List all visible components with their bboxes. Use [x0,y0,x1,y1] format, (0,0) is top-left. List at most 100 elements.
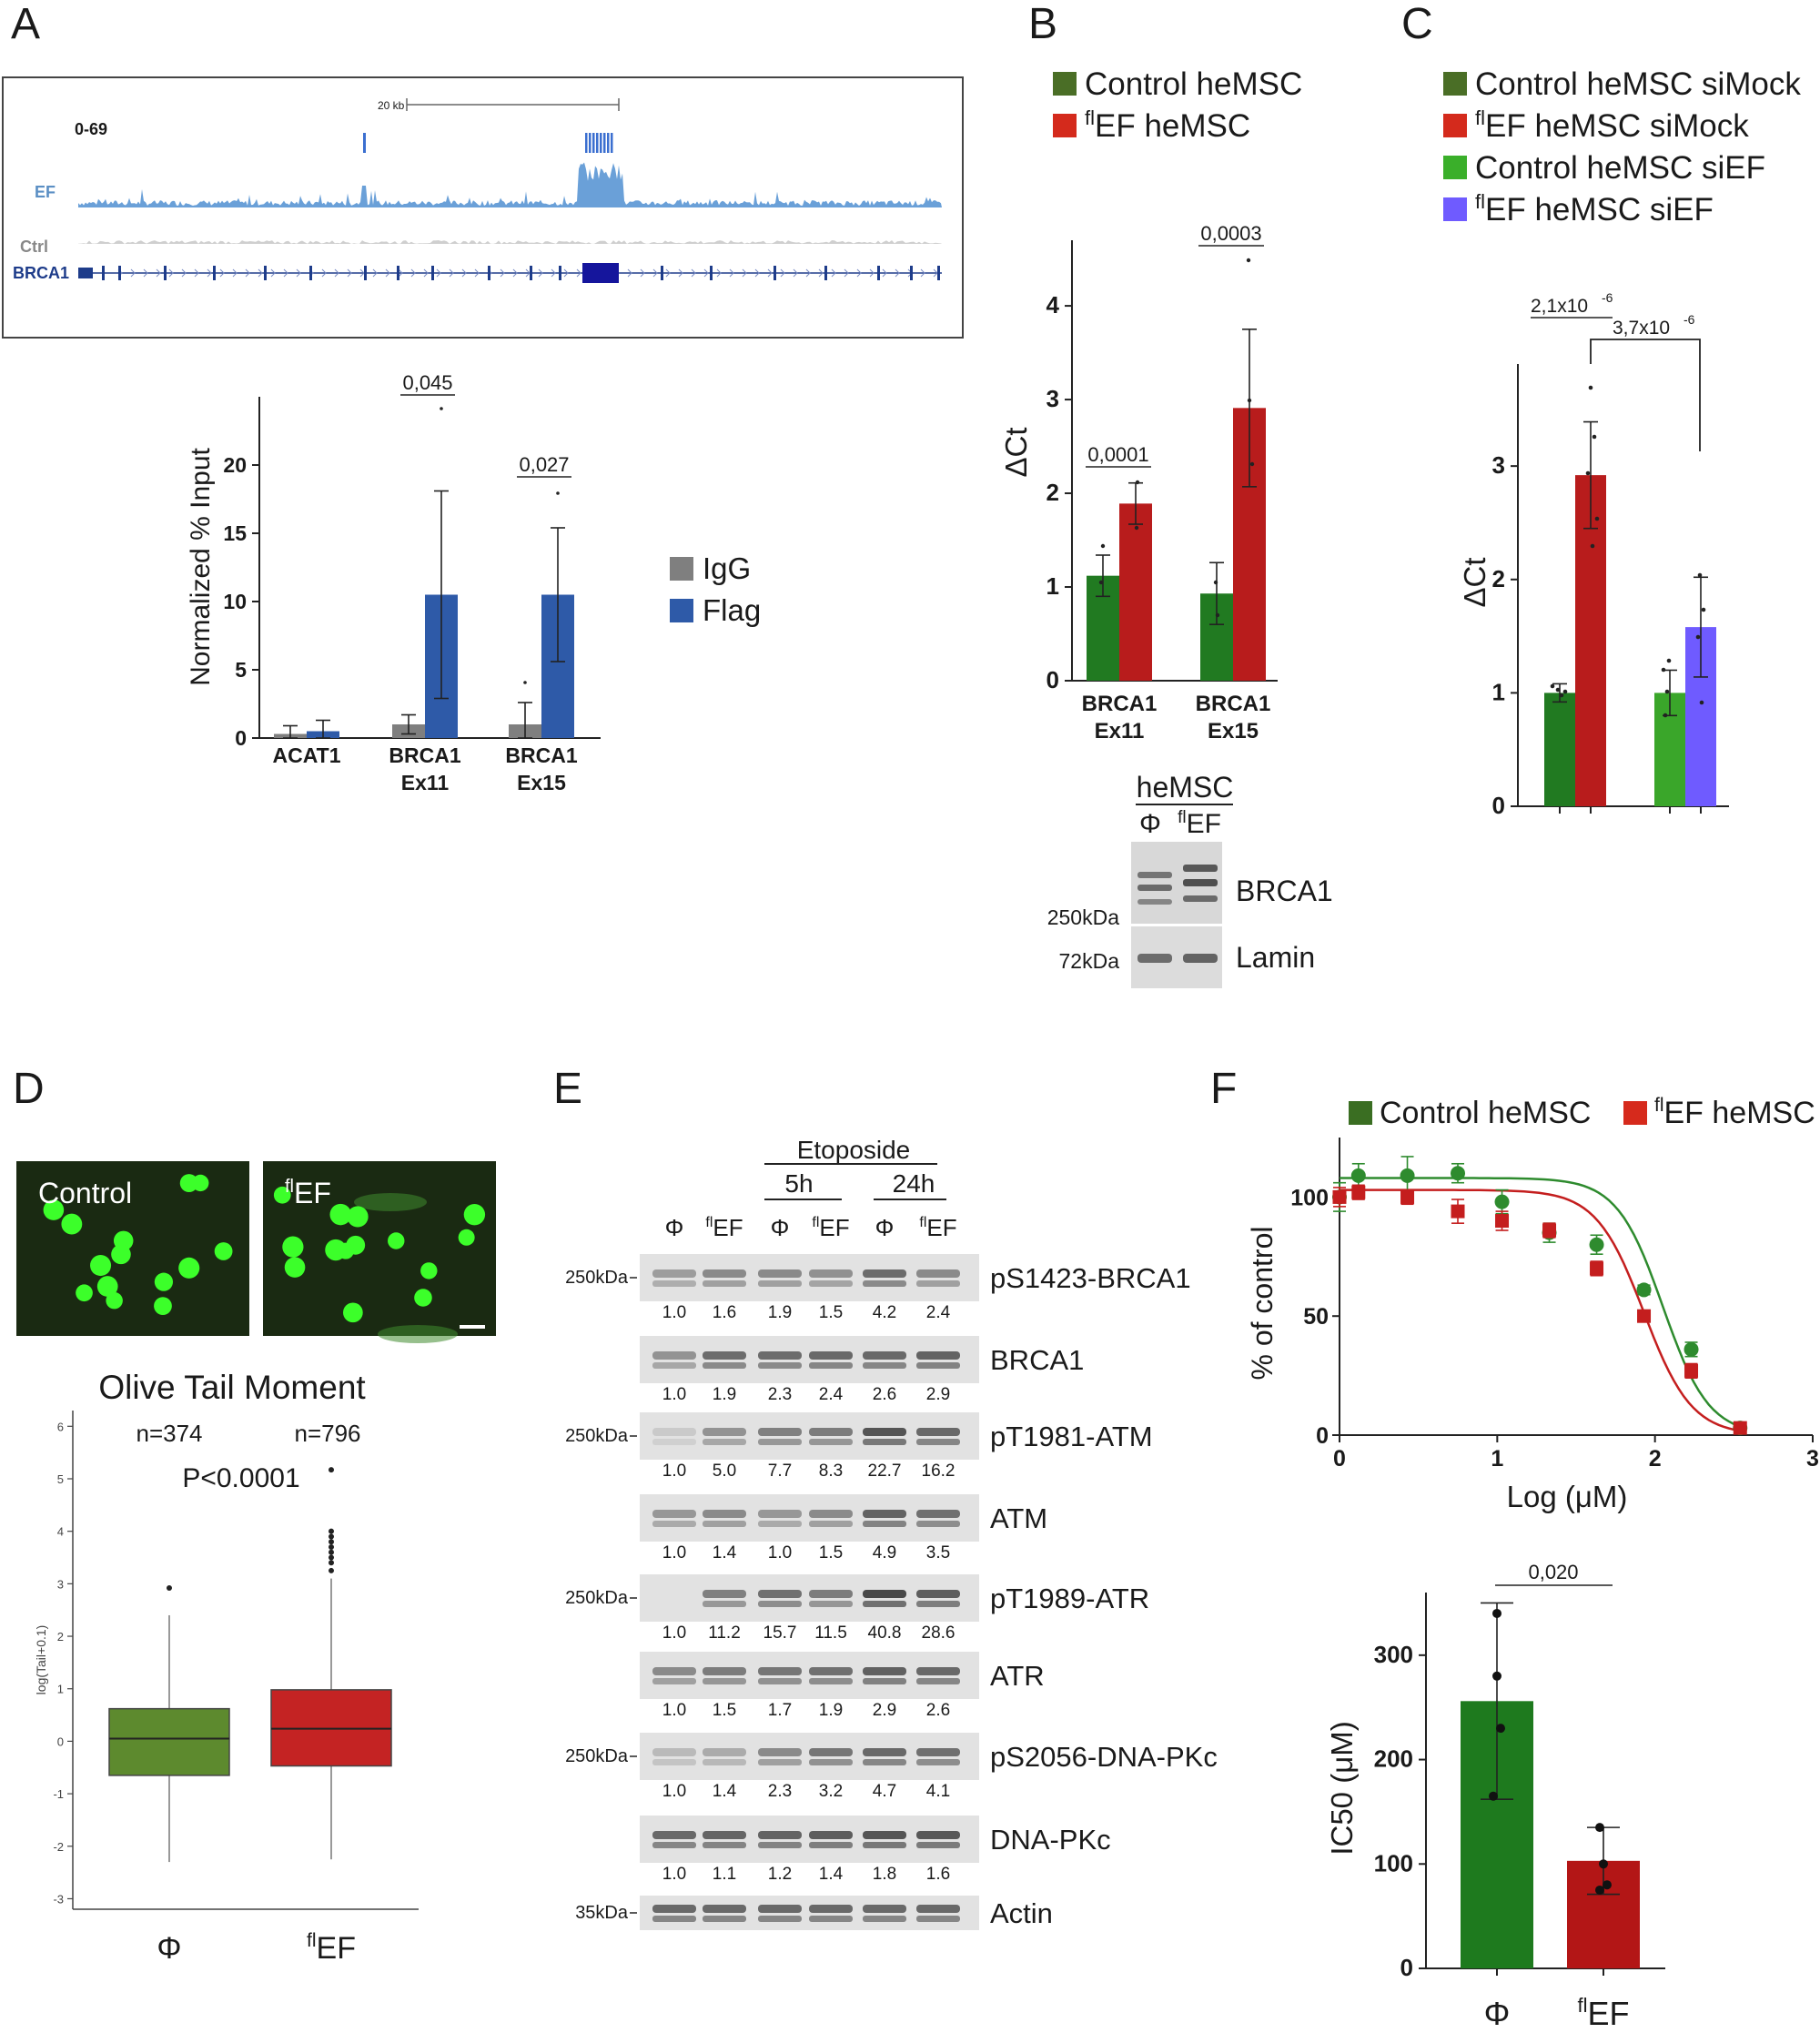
chip-pvalue: 0,027 [519,453,569,476]
e-blot-band [703,1842,746,1848]
b-legend-label-sup: fl [1085,106,1095,129]
f-data-point [1589,1237,1604,1252]
e-lane-label: Φ [771,1214,790,1241]
e-quant-value: 1.1 [713,1865,736,1884]
e-blot-name: pT1981-ATM [990,1421,1153,1452]
chip-x-tick-label: BRCA1 [389,743,460,767]
f-ic50-y-axis: 0 100 200 300 [1374,1593,1427,1981]
e-quant-value: 1.5 [713,1701,736,1720]
f-legend-label-main: EF heMSC [1664,1096,1815,1130]
e-quant-value: 1.4 [713,1782,737,1801]
f-ic50-data-point [1595,1885,1604,1895]
e-blot-band [652,1842,696,1848]
e-blot-band [863,1748,906,1756]
gene-strand-arrow [194,268,199,278]
d-micrograph-flef-label: flEF [285,1177,331,1209]
chip-x-tick-label: Ex15 [517,771,566,794]
d-y-tick-label: 5 [57,1472,64,1486]
e-blot-band [809,1590,853,1598]
peak-call [603,133,606,153]
d-outlier [329,1549,334,1555]
e-blot-band [916,1678,960,1684]
b-blot-band-brca1 [1138,885,1172,891]
f-data-point [1332,1189,1347,1204]
chip-pvalue: 0,045 [402,371,452,394]
e-blot-name: pS2056-DNA-PKc [990,1741,1218,1773]
e-blot-band [863,1269,906,1278]
e-blot-band [863,1831,906,1839]
e-blot-band [809,1269,853,1278]
chip-error-bar [434,490,449,700]
e-quant-value: 1.4 [713,1543,737,1563]
e-blot-band [809,1916,853,1922]
e-blot-band [863,1759,906,1765]
e-blot-band [703,1590,746,1598]
gene-strand-arrow [181,268,187,278]
e-blot-band [916,1667,960,1675]
e-blot-marker: 250kDa [565,1746,629,1766]
e-quant-value: 3.2 [819,1782,843,1801]
e-blot-band [916,1362,960,1369]
b-blot-band-label: BRCA1 [1236,875,1333,907]
d-micrograph-control-background [16,1161,249,1336]
e-blot-name: Actin [990,1897,1053,1929]
comet-nucleus [214,1242,233,1260]
e-blot-band [758,1667,802,1675]
e-quant-value: 1.0 [662,1543,686,1563]
gene-exon [530,266,532,280]
comet-nucleus [337,1242,354,1259]
b-blot-band-lamin [1138,954,1172,963]
e-blot-marker: 250kDa [565,1268,629,1288]
e-lane-label-main: Φ [771,1214,790,1241]
comet-nucleus [458,1229,475,1246]
d-outlier [329,1560,334,1566]
e-blot-band [652,1667,696,1675]
e-blot-band [758,1510,802,1518]
f-legend-label: Control heMSC [1380,1096,1591,1130]
gene-strand-arrow [232,268,238,278]
e-blot-marker: 250kDa [565,1588,629,1608]
e-blot-band [863,1916,906,1922]
e-blot-band [916,1905,960,1913]
gene-strand-arrow [882,268,887,278]
c-data-point [1663,713,1668,718]
f-data-point [1590,1261,1604,1276]
c-data-point [1588,385,1593,390]
e-blot-band [703,1521,746,1527]
gene-strand-arrow [270,268,276,278]
e-quant-value: 2.4 [926,1303,951,1322]
panel-f-ic50-chart: 0 100 200 300 IC50 (μM) Φ flEF 0,020 [1325,1561,1665,2032]
e-blot-band [916,1842,960,1848]
gene-exon [661,266,663,280]
e-quant-value: 1.9 [768,1303,792,1322]
comet-nucleus [154,1297,172,1315]
f-data-point [1495,1214,1510,1229]
gene-strand-arrow [410,268,416,278]
c-error-bar [1583,420,1598,530]
gene-strand-arrow [805,268,811,278]
f-series-flef [1332,1184,1747,1435]
chip-error-bar [518,702,532,739]
e-blot-band [758,1351,802,1360]
chip-error-bar [401,713,416,735]
e-blot-band [758,1590,802,1598]
c-significance-bracket [1590,339,1701,451]
d-scale-bar [460,1325,485,1329]
c-data-point [1555,687,1561,693]
b-y-axis: 0 1 2 3 4 [1046,240,1073,693]
e-blot-band [809,1831,853,1839]
d-n-label: n=374 [136,1420,202,1447]
gene-strand-arrow [780,268,785,278]
gene-exon [937,266,940,280]
e-blot-band [758,1280,802,1287]
e-blot-pt1981-atm: pT1981-ATM 250kDa 1.0 5.0 7.7 8.3 22.7 16.2 [565,1412,1153,1481]
e-blot-band [809,1280,853,1287]
e-blot-marker: 35kDa [575,1903,629,1923]
e-quant-value: 4.7 [873,1782,896,1801]
b-blot-marker: 72kDa [1059,949,1120,973]
e-blot-name: ATR [990,1660,1045,1692]
gene-exon [364,266,367,280]
c-error-bar [1694,576,1708,678]
comet-nucleus [347,1206,369,1228]
